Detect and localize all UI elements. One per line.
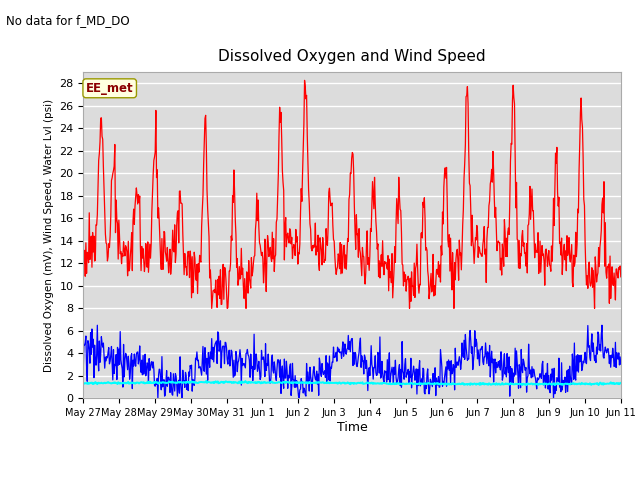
WaterLevel bbox=[551, 383, 559, 388]
DisOxy bbox=[617, 274, 625, 280]
ws bbox=[113, 377, 121, 383]
WaterLevel bbox=[202, 378, 210, 384]
Text: EE_met: EE_met bbox=[86, 82, 134, 95]
WaterLevel bbox=[113, 380, 120, 386]
DisOxy bbox=[543, 264, 551, 269]
ws bbox=[154, 396, 162, 401]
Legend: DisOxy, ws, WaterLevel: DisOxy, ws, WaterLevel bbox=[210, 477, 494, 480]
WaterLevel bbox=[406, 381, 414, 387]
WaterLevel bbox=[79, 380, 87, 386]
Line: ws: ws bbox=[83, 325, 621, 398]
DisOxy bbox=[488, 179, 496, 185]
Y-axis label: Dissolved Oxygen (mV), Wind Speed, Water Lvl (psi): Dissolved Oxygen (mV), Wind Speed, Water… bbox=[44, 98, 54, 372]
ws bbox=[407, 355, 415, 361]
WaterLevel bbox=[543, 381, 550, 387]
ws bbox=[93, 323, 101, 328]
ws bbox=[79, 370, 87, 375]
WaterLevel bbox=[392, 381, 400, 387]
Text: No data for f_MD_DO: No data for f_MD_DO bbox=[6, 14, 130, 27]
DisOxy bbox=[301, 77, 308, 83]
DisOxy bbox=[113, 197, 120, 203]
ws bbox=[617, 361, 625, 367]
ws bbox=[423, 372, 431, 377]
WaterLevel bbox=[422, 381, 430, 386]
Title: Dissolved Oxygen and Wind Speed: Dissolved Oxygen and Wind Speed bbox=[218, 49, 486, 64]
X-axis label: Time: Time bbox=[337, 421, 367, 434]
ws bbox=[543, 360, 551, 366]
WaterLevel bbox=[488, 382, 495, 387]
Line: DisOxy: DisOxy bbox=[83, 80, 621, 308]
Line: WaterLevel: WaterLevel bbox=[83, 381, 621, 385]
DisOxy bbox=[208, 305, 216, 311]
WaterLevel bbox=[617, 380, 625, 386]
ws bbox=[393, 380, 401, 386]
DisOxy bbox=[423, 247, 431, 253]
DisOxy bbox=[393, 196, 401, 202]
ws bbox=[488, 360, 496, 366]
DisOxy bbox=[79, 245, 87, 251]
DisOxy bbox=[407, 299, 415, 304]
